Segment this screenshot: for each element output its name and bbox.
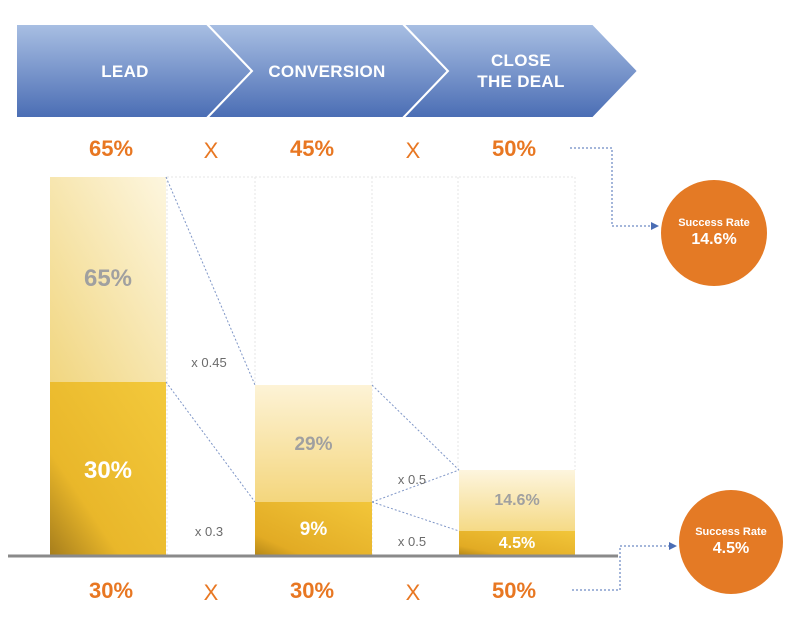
- bar-lead-dark: [50, 382, 166, 555]
- bar-close-dark: [459, 531, 575, 555]
- multiplier-top-2: x 0.5: [397, 472, 427, 487]
- chevron-close: [400, 23, 640, 119]
- arrow-bottom-success: [572, 542, 677, 591]
- top-operator-2: X: [405, 138, 421, 163]
- bar-conversion-dark: [255, 502, 372, 555]
- step-conversion-label: CONVERSION: [268, 62, 386, 81]
- multiplier-bottom-1: x 0.3: [194, 524, 224, 539]
- success-rate-bottom-badge: Success Rate 4.5%: [679, 490, 783, 594]
- bottom-operator-2: X: [405, 580, 421, 605]
- bar-conversion-light: [255, 385, 372, 502]
- bottom-value-conversion: 30%: [289, 578, 335, 603]
- success-rate-bottom-value: 4.5%: [712, 540, 750, 557]
- bottom-value-lead: 30%: [88, 578, 134, 603]
- process-header: [15, 23, 640, 119]
- column-guides: [166, 176, 576, 555]
- connector-lines: [165, 176, 460, 532]
- bottom-operator-1: X: [203, 580, 219, 605]
- bar-conversion-dark-label: 9%: [299, 519, 328, 540]
- success-rate-top-title: Success Rate: [678, 217, 750, 229]
- top-value-close: 50%: [491, 136, 537, 161]
- top-value-lead: 65%: [88, 136, 134, 161]
- step-lead-label: LEAD: [101, 62, 149, 81]
- bar-close-light: [459, 470, 575, 531]
- bar-lead-dark-label: 30%: [83, 457, 133, 484]
- bar-close-light-label: 14.6%: [494, 492, 540, 509]
- multiplier-bottom-2: x 0.5: [397, 534, 427, 549]
- top-operator-1: X: [203, 138, 219, 163]
- multiplier-top-1: x 0.45: [191, 355, 227, 370]
- success-rate-top-badge: Success Rate 14.6%: [661, 180, 767, 286]
- bottom-value-close: 50%: [491, 578, 537, 603]
- step-close-label: CLOSE THE DEAL: [477, 51, 565, 91]
- bar-conversion-light-label: 29%: [294, 434, 333, 455]
- arrow-top-success: [570, 147, 659, 230]
- top-value-conversion: 45%: [289, 136, 335, 161]
- bar-lead-light-label: 65%: [83, 265, 133, 292]
- bar-close-dark-label: 4.5%: [498, 535, 536, 552]
- success-rate-top-value: 14.6%: [691, 231, 737, 248]
- bar-lead-light: [50, 177, 166, 382]
- success-rate-bottom-title: Success Rate: [695, 526, 767, 538]
